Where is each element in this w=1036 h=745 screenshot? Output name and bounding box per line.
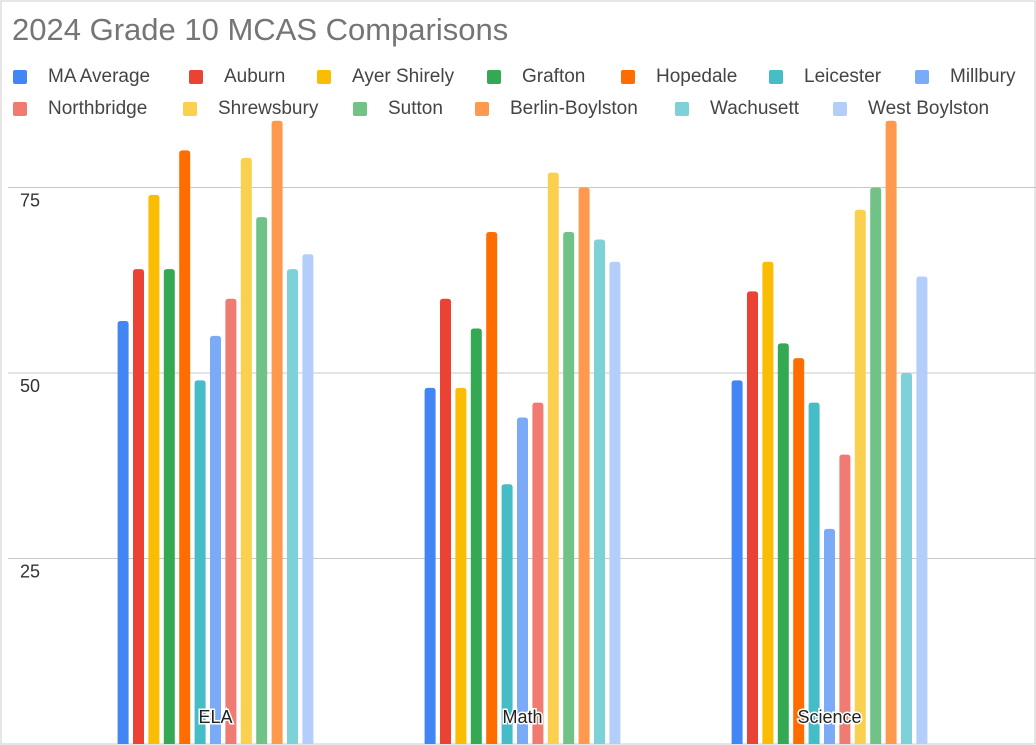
bar (194, 380, 206, 744)
bar (609, 261, 621, 744)
bar (839, 454, 851, 744)
bar (148, 194, 160, 745)
bar (532, 402, 544, 744)
legend-swatch (183, 102, 197, 116)
bar (455, 387, 467, 744)
bar (440, 298, 451, 744)
bar (594, 239, 605, 744)
bar (256, 217, 268, 744)
legend-label: Wachusett (710, 98, 800, 119)
legend-label: Grafton (522, 66, 585, 87)
legend-swatch (317, 70, 331, 84)
bar (901, 373, 912, 744)
legend-swatch (621, 70, 635, 84)
bar (808, 402, 820, 744)
bar (302, 254, 314, 744)
bar (501, 484, 513, 744)
bar (747, 291, 758, 744)
bar (854, 209, 866, 744)
x-tick-label: ELA (198, 707, 232, 727)
bar (578, 187, 590, 744)
bar (517, 417, 528, 744)
y-tick-label: 50 (20, 376, 40, 396)
bar (762, 261, 774, 744)
legend-swatch (769, 70, 783, 84)
bar (470, 328, 482, 744)
x-tick-label: Math (502, 707, 542, 727)
legend-label: Berlin-Boylston (510, 98, 638, 119)
bar (486, 232, 498, 744)
bar (824, 528, 835, 744)
legend-label: Auburn (224, 66, 285, 87)
legend-label: Ayer Shirely (352, 66, 455, 87)
bar (133, 269, 144, 744)
legend-label: Sutton (388, 98, 443, 119)
bar (163, 269, 175, 744)
bar (287, 269, 298, 744)
bar (547, 172, 559, 744)
legend-swatch (675, 102, 689, 116)
legend-swatch (13, 70, 27, 84)
y-tick-label: 25 (20, 561, 40, 581)
bar (563, 232, 575, 744)
legend-swatch (475, 102, 489, 116)
legend-swatch (13, 102, 27, 116)
bar (117, 321, 129, 744)
legend-swatch (487, 70, 501, 84)
legend-label: Millbury (950, 66, 1016, 87)
bar (240, 157, 252, 744)
bar (179, 150, 191, 744)
legend-label: Hopedale (656, 66, 737, 87)
x-tick-label: Science (797, 707, 861, 727)
legend-swatch (353, 102, 367, 116)
legend-label: West Boylston (868, 98, 989, 119)
bar (885, 120, 897, 745)
legend-swatch (915, 70, 929, 84)
bar (731, 380, 743, 744)
legend-label: Leicester (804, 66, 882, 87)
bar (225, 298, 237, 744)
legend-swatch (189, 70, 203, 84)
bar (793, 358, 805, 744)
legend-label: Northbridge (48, 98, 147, 119)
bar (777, 343, 789, 744)
bar (870, 187, 882, 744)
bar (210, 335, 221, 744)
bar (271, 120, 283, 745)
legend-swatch (833, 102, 847, 116)
bar (916, 276, 928, 744)
bar (424, 387, 436, 744)
chart-title: 2024 Grade 10 MCAS Comparisons (12, 12, 508, 47)
legend-label: Shrewsbury (218, 98, 319, 119)
y-tick-label: 75 (20, 190, 40, 210)
legend-label: MA Average (48, 66, 150, 87)
